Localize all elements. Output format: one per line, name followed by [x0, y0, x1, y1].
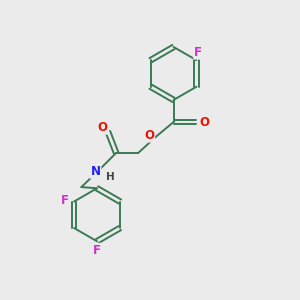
- Text: O: O: [144, 129, 154, 142]
- Text: N: N: [91, 165, 100, 178]
- Text: H: H: [106, 172, 115, 182]
- Text: O: O: [199, 116, 209, 128]
- Text: F: F: [61, 194, 69, 207]
- Text: O: O: [98, 121, 108, 134]
- Text: F: F: [194, 46, 202, 59]
- Text: F: F: [93, 244, 101, 256]
